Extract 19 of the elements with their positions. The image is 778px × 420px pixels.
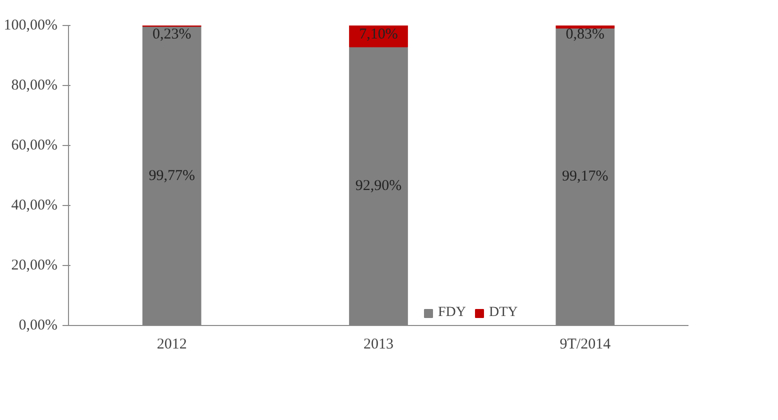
legend-label: FDY [438, 305, 466, 321]
data-label: 0,83% [566, 26, 605, 42]
legend-label: DTY [489, 305, 518, 321]
bar [349, 26, 408, 48]
data-label: 99,17% [562, 168, 608, 185]
bar [556, 26, 615, 28]
data-label: 92,90% [355, 178, 402, 194]
data-label: 99,77% [148, 168, 195, 184]
x-tick-label: 2012 [156, 336, 187, 352]
y-tick-label: 80,00% [11, 78, 58, 94]
y-tick-label: 100,00% [4, 18, 58, 34]
data-label: 0,23% [152, 26, 192, 42]
y-tick-label: 20,00% [11, 258, 58, 274]
y-tick-label: 60,00% [11, 138, 58, 154]
x-tick-label: 9T/2014 [560, 336, 612, 352]
x-tick-label: 2013 [364, 336, 394, 352]
y-tick-label: 0,00% [18, 318, 58, 334]
y-tick-label: 40,00% [11, 198, 58, 214]
data-label: 7,10% [359, 26, 398, 42]
